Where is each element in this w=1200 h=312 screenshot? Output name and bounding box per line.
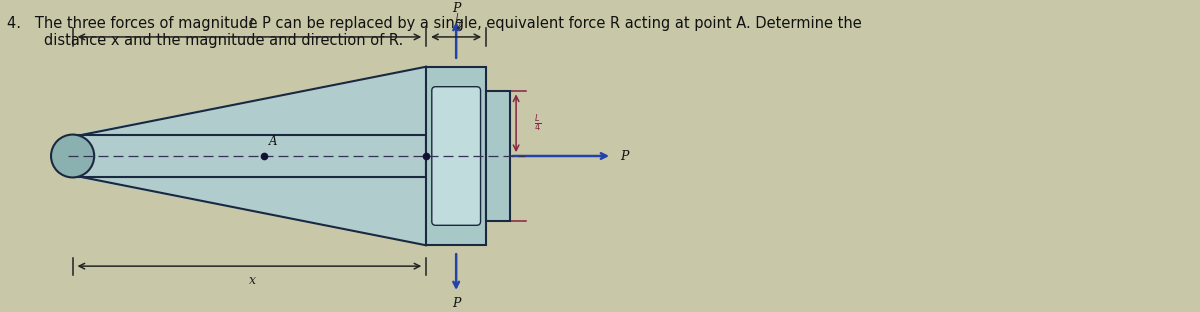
Text: 4.   The three forces of magnitude P can be replaced by a single, equivalent for: 4. The three forces of magnitude P can b… <box>7 16 862 48</box>
Text: L: L <box>248 18 257 31</box>
Polygon shape <box>73 134 426 178</box>
Polygon shape <box>486 90 510 222</box>
Text: P: P <box>620 149 629 163</box>
Polygon shape <box>426 67 486 245</box>
Text: $\frac{L}{2}$: $\frac{L}{2}$ <box>455 12 462 33</box>
Text: A: A <box>269 135 278 149</box>
FancyBboxPatch shape <box>432 87 480 225</box>
Text: P: P <box>452 2 461 15</box>
Text: P: P <box>452 297 461 310</box>
Text: $\frac{L}{4}$: $\frac{L}{4}$ <box>534 112 541 134</box>
Text: x: x <box>248 274 256 287</box>
Polygon shape <box>436 90 476 222</box>
Polygon shape <box>73 67 426 245</box>
Ellipse shape <box>52 134 94 178</box>
